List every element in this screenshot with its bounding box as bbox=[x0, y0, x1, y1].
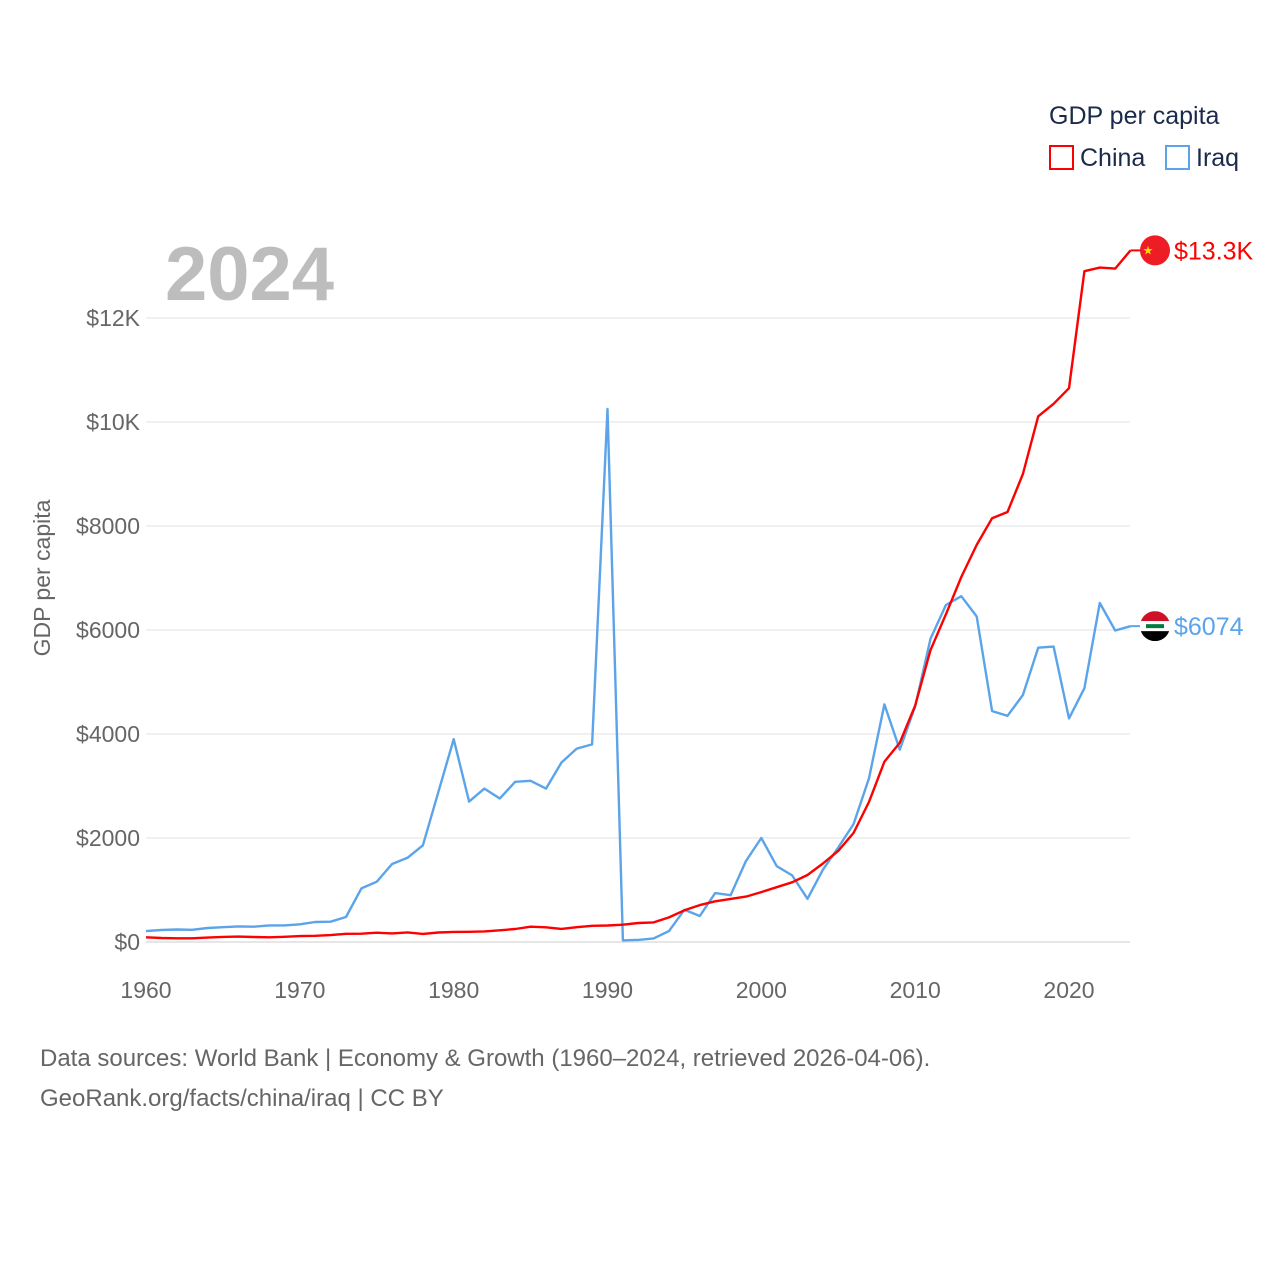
y-tick-label: $0 bbox=[114, 929, 140, 955]
x-tick-label: 1990 bbox=[582, 977, 633, 1003]
flag-background bbox=[1140, 235, 1170, 266]
legend-swatch-china bbox=[1049, 145, 1074, 170]
footer-sources: Data sources: World Bank | Economy & Gro… bbox=[40, 1045, 931, 1072]
x-tick-label: 2010 bbox=[890, 977, 941, 1003]
series-line-china bbox=[145, 249, 1132, 940]
x-tick-label: 1960 bbox=[120, 977, 171, 1003]
y-tick-label: $2000 bbox=[76, 825, 140, 851]
stripe-black bbox=[1140, 631, 1170, 642]
x-tick-label: 2000 bbox=[736, 977, 787, 1003]
y-tick-label: $4000 bbox=[76, 721, 140, 747]
footer-link[interactable]: GeoRank.org/facts/china/iraq | CC BY bbox=[40, 1085, 444, 1112]
legend-title: GDP per capita bbox=[1049, 102, 1220, 130]
end-value-label: $6074 bbox=[1174, 613, 1244, 641]
flag-script bbox=[1146, 624, 1164, 629]
y-tick-label: $6000 bbox=[76, 617, 140, 643]
flag-stripes bbox=[1140, 611, 1170, 642]
y-tick-label: $12K bbox=[86, 305, 140, 331]
y-tick-label: $8000 bbox=[76, 513, 140, 539]
y-axis-label: GDP per capita bbox=[29, 499, 55, 656]
x-tick-label: 2020 bbox=[1043, 977, 1094, 1003]
china-flag-icon: ★ bbox=[1140, 235, 1170, 266]
legend-label-china: China bbox=[1080, 144, 1145, 172]
series-line-iraq bbox=[145, 407, 1131, 942]
legend-label-iraq: Iraq bbox=[1196, 144, 1239, 172]
end-value-label: $13.3K bbox=[1174, 237, 1254, 265]
stripe-red bbox=[1140, 611, 1170, 622]
x-tick-label: 1980 bbox=[428, 977, 479, 1003]
legend-swatch-iraq bbox=[1165, 145, 1190, 170]
iraq-flag-icon bbox=[1140, 611, 1170, 642]
star-icon: ★ bbox=[1143, 243, 1154, 257]
year-watermark: 2024 bbox=[165, 232, 334, 317]
x-tick-label: 1970 bbox=[274, 977, 325, 1003]
y-tick-label: $10K bbox=[86, 409, 140, 435]
